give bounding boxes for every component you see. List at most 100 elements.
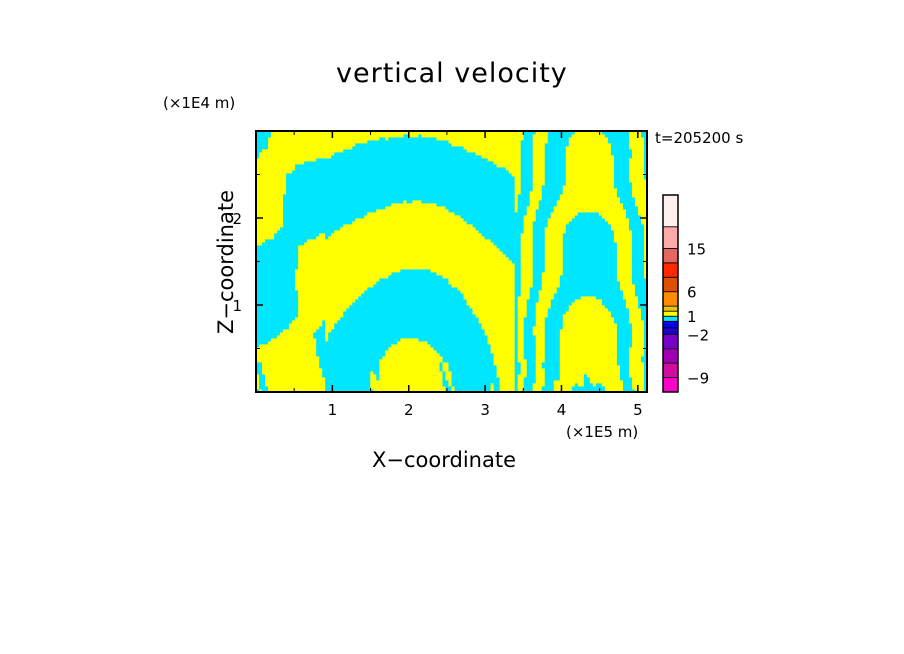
field-cell [424, 278, 428, 282]
field-cell [583, 326, 588, 330]
field-cell [538, 356, 543, 360]
field-cell [616, 287, 621, 291]
field-cell [301, 293, 305, 297]
field-cell [334, 359, 338, 363]
field-cell [259, 347, 263, 351]
field-cell [508, 338, 513, 342]
field-cell [370, 389, 374, 392]
field-cell [358, 275, 362, 279]
field-cell [568, 353, 573, 357]
field-cell [418, 338, 422, 342]
field-cell [289, 347, 293, 351]
field-cell [571, 302, 576, 306]
field-cell [484, 380, 488, 384]
field-cell [604, 335, 609, 339]
field-cell [604, 368, 609, 372]
field-cell [490, 320, 495, 324]
field-cell [325, 299, 329, 303]
field-cell [610, 320, 615, 324]
field-cell [286, 314, 290, 318]
field-cell [430, 362, 434, 366]
field-cell [508, 305, 513, 309]
field-cell [529, 329, 534, 333]
field-cell [538, 335, 543, 339]
field-cell [550, 314, 555, 318]
field-cell [481, 374, 485, 378]
field-cell [577, 284, 582, 288]
field-cell [430, 350, 434, 354]
field-cell [259, 320, 263, 324]
field-cell [508, 293, 513, 297]
field-cell [493, 281, 498, 285]
field-cell [475, 353, 479, 357]
field-cell [313, 287, 317, 291]
field-cell [484, 287, 488, 291]
field-cell [502, 332, 507, 336]
field-cell [286, 356, 290, 360]
field-cell [313, 326, 317, 330]
field-cell [610, 323, 615, 327]
field-cell [538, 296, 543, 300]
field-cell [616, 371, 621, 375]
field-cell [331, 305, 335, 309]
field-cell [451, 290, 455, 294]
field-cell [493, 341, 498, 345]
field-cell [397, 338, 401, 342]
field-cell [565, 341, 570, 345]
field-cell [499, 278, 504, 282]
field-cell [598, 389, 603, 392]
field-cell [559, 305, 564, 309]
field-cell [292, 284, 296, 288]
field-cell [421, 353, 425, 357]
field-cell [286, 374, 290, 378]
field-cell [391, 314, 395, 318]
field-cell [340, 290, 344, 294]
field-cell [313, 347, 317, 351]
field-cell [403, 311, 407, 315]
field-cell [274, 335, 278, 339]
field-cell [568, 368, 573, 372]
field-cell [574, 350, 579, 354]
field-cell [412, 338, 416, 342]
field-cell [631, 389, 636, 392]
field-cell [643, 335, 647, 339]
field-cell [328, 311, 332, 315]
field-cell [496, 356, 501, 360]
field-cell [301, 287, 305, 291]
field-cell [517, 311, 522, 315]
field-cell [583, 365, 588, 369]
field-cell [550, 386, 555, 390]
field-cell [391, 338, 395, 342]
field-cell [637, 347, 642, 351]
field-cell [490, 386, 495, 390]
field-cell [391, 308, 395, 312]
field-cell [319, 302, 323, 306]
field-cell [403, 347, 407, 351]
field-cell [601, 368, 606, 372]
field-cell [553, 284, 558, 288]
field-cell [364, 314, 368, 318]
field-cell [580, 347, 585, 351]
field-cell [331, 314, 335, 318]
field-cell [517, 377, 522, 381]
field-cell [352, 311, 356, 315]
field-cell [370, 386, 374, 390]
field-cell [343, 290, 347, 294]
field-cell [613, 380, 618, 384]
field-cell [520, 380, 525, 384]
field-cell [325, 287, 329, 291]
field-cell [523, 317, 528, 321]
field-cell [268, 374, 272, 378]
field-cell [361, 335, 365, 339]
field-cell [523, 278, 528, 282]
field-cell [583, 329, 588, 333]
field-cell [439, 302, 443, 306]
field-cell [265, 389, 269, 392]
field-cell [535, 365, 540, 369]
field-cell [463, 371, 467, 375]
field-cell [553, 311, 558, 315]
field-cell [628, 377, 633, 381]
field-cell [283, 356, 287, 360]
field-cell [427, 377, 431, 381]
field-cell [301, 320, 305, 324]
